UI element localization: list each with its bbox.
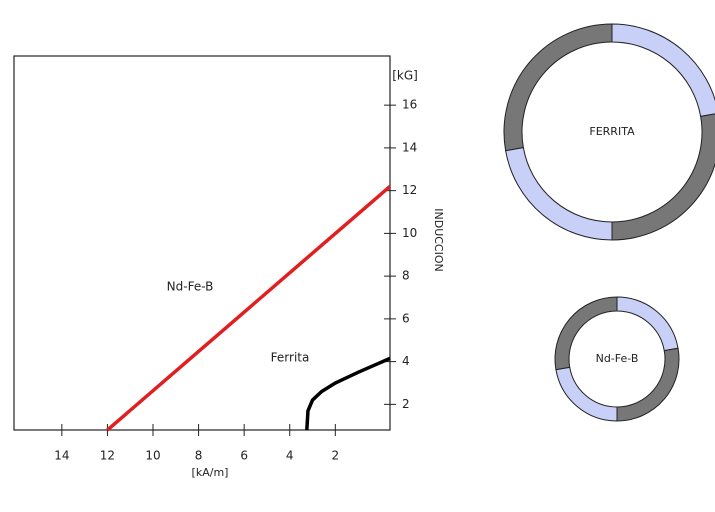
- plot-frame: [13, 55, 391, 431]
- ring-segment: [555, 366, 618, 422]
- ring-segment: [505, 147, 613, 241]
- ring-label: Nd-Fe-B: [596, 352, 639, 365]
- x-tick-label: 6: [240, 449, 248, 463]
- ring-segment: [611, 23, 715, 117]
- ring-segment: [616, 296, 679, 352]
- x-tick-label: 10: [145, 449, 160, 463]
- y-unit: [kG]: [392, 69, 418, 83]
- y-tick-label: 6: [402, 311, 410, 325]
- y-tick-label: 16: [402, 98, 417, 112]
- series-line: [106, 185, 392, 432]
- series-line: [305, 356, 391, 431]
- series-label: Nd-Fe-B: [167, 280, 214, 294]
- x-tick-label: 14: [54, 449, 69, 463]
- y-tick-label: 14: [402, 140, 417, 154]
- x-tick-label: 2: [331, 449, 339, 463]
- y-tick-label: 4: [402, 354, 410, 368]
- x-label: [kA/m]: [192, 466, 229, 479]
- x-tick-label: 12: [100, 449, 115, 463]
- y-tick-label: 8: [402, 269, 410, 283]
- x-tick-label: 4: [286, 449, 294, 463]
- y-tick-label: 2: [402, 397, 410, 411]
- y-tick-label: 10: [402, 226, 417, 240]
- x-tick-label: 8: [195, 449, 203, 463]
- series-label: Ferrita: [271, 351, 310, 365]
- y-tick-label: 12: [402, 183, 417, 197]
- y-label: INDUCCION: [432, 208, 445, 272]
- ring-label: FERRITA: [589, 125, 635, 138]
